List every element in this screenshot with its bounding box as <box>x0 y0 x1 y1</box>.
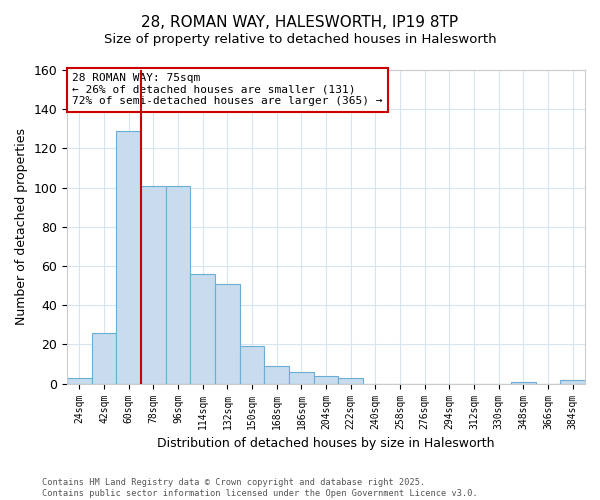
Bar <box>190 274 215 384</box>
Bar <box>240 346 265 384</box>
Bar <box>215 284 240 384</box>
Bar <box>314 376 338 384</box>
Text: 28, ROMAN WAY, HALESWORTH, IP19 8TP: 28, ROMAN WAY, HALESWORTH, IP19 8TP <box>142 15 458 30</box>
Y-axis label: Number of detached properties: Number of detached properties <box>15 128 28 326</box>
Bar <box>560 380 585 384</box>
Bar <box>265 366 289 384</box>
Text: 28 ROMAN WAY: 75sqm
← 26% of detached houses are smaller (131)
72% of semi-detac: 28 ROMAN WAY: 75sqm ← 26% of detached ho… <box>73 73 383 106</box>
Bar <box>338 378 363 384</box>
X-axis label: Distribution of detached houses by size in Halesworth: Distribution of detached houses by size … <box>157 437 495 450</box>
Bar <box>289 372 314 384</box>
Text: Contains HM Land Registry data © Crown copyright and database right 2025.
Contai: Contains HM Land Registry data © Crown c… <box>42 478 478 498</box>
Text: Size of property relative to detached houses in Halesworth: Size of property relative to detached ho… <box>104 32 496 46</box>
Bar <box>141 186 166 384</box>
Bar <box>67 378 92 384</box>
Bar <box>511 382 536 384</box>
Bar <box>116 131 141 384</box>
Bar <box>92 332 116 384</box>
Bar <box>166 186 190 384</box>
